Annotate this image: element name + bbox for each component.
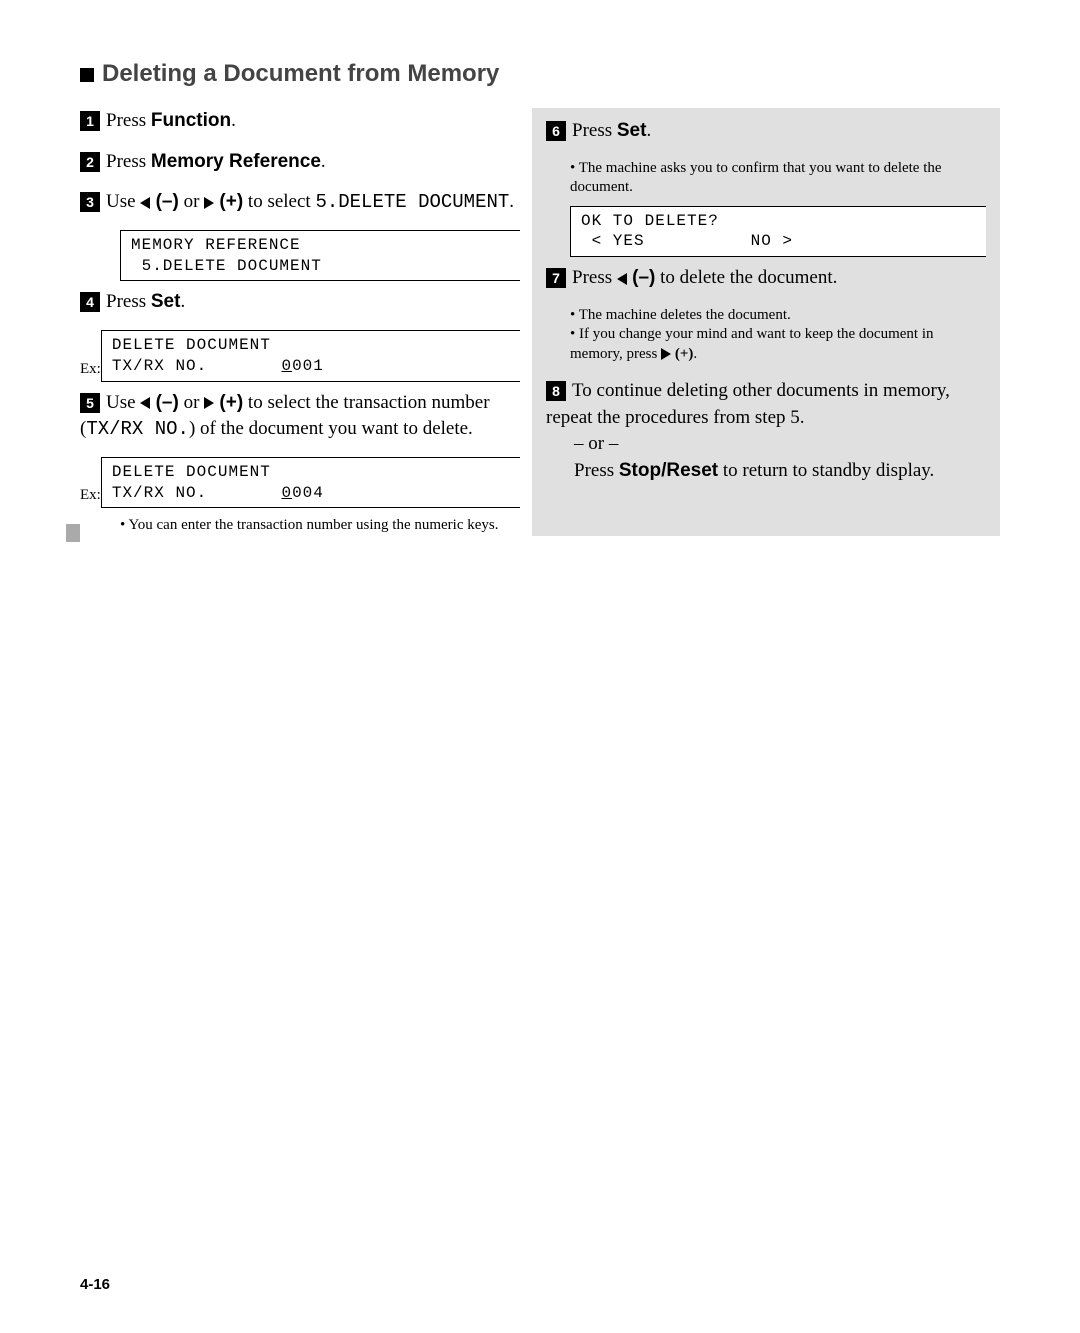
step-number: 2 (80, 152, 100, 172)
section-heading: Deleting a Document from Memory (80, 60, 1000, 88)
step-text-cont: Press Stop/Reset to return to standby di… (574, 458, 986, 485)
step-number: 4 (80, 292, 100, 312)
step-text: Use (–) or (+) to select 5.DELETE DOCUME… (106, 191, 514, 212)
step-text: Press Set. (106, 291, 185, 312)
triangle-left-icon (140, 397, 150, 409)
example-label: Ex: (80, 361, 101, 378)
sub-bullet: • You can enter the transaction number u… (120, 516, 520, 536)
right-column: 6 Press Set. • The machine asks you to co… (532, 108, 1000, 536)
step-number: 3 (80, 192, 100, 212)
step-3: 3 Use (–) or (+) to select 5.DELETE DOCUM… (80, 189, 520, 216)
heading-text: Deleting a Document from Memory (102, 60, 499, 87)
step-number: 8 (546, 381, 566, 401)
gray-tab-icon (66, 524, 80, 542)
step-number: 5 (80, 393, 100, 413)
triangle-right-icon (204, 397, 214, 409)
lcd-display: MEMORY REFERENCE 5.DELETE DOCUMENT (120, 230, 520, 282)
lcd-example-wrap: Ex: DELETE DOCUMENT TX/RX NO. 0001 (80, 330, 520, 382)
page-number: 4-16 (80, 1276, 110, 1293)
lcd-example-wrap: Ex: DELETE DOCUMENT TX/RX NO. 0004 (80, 457, 520, 509)
two-column-layout: 1 Press Function. 2 Press Memory Reference… (80, 108, 1000, 536)
step-text: Press Memory Reference. (106, 151, 326, 172)
lcd-display: OK TO DELETE? < YES NO > (570, 206, 986, 258)
step-text: To continue deleting other documents in … (546, 380, 950, 428)
step-text-or: – or – (574, 431, 986, 458)
triangle-right-icon (661, 348, 671, 360)
left-column: 1 Press Function. 2 Press Memory Reference… (80, 108, 520, 536)
sub-bullet: • The machine deletes the document. (570, 306, 986, 326)
triangle-left-icon (617, 273, 627, 285)
square-bullet-icon (80, 68, 94, 82)
step-text: Use (–) or (+) to select the transaction… (80, 392, 490, 440)
step-5: 5Use (–) or (+) to select the transactio… (80, 390, 520, 443)
lcd-display: DELETE DOCUMENT TX/RX NO. 0004 (101, 457, 520, 509)
step-number: 7 (546, 268, 566, 288)
step-text: Press Set. (572, 120, 651, 141)
step-2: 2 Press Memory Reference. (80, 149, 520, 176)
step-number: 6 (546, 121, 566, 141)
step-number: 1 (80, 111, 100, 131)
step-7: 7 Press (–) to delete the document. (546, 265, 986, 292)
triangle-right-icon (204, 197, 214, 209)
sub-bullet: • If you change your mind and want to ke… (570, 325, 986, 364)
step-6: 6 Press Set. (546, 118, 986, 145)
step-text: Press (–) to delete the document. (572, 267, 837, 288)
step-4: 4 Press Set. (80, 289, 520, 316)
step-text: Press Function. (106, 110, 236, 131)
lcd-display: DELETE DOCUMENT TX/RX NO. 0001 (101, 330, 520, 382)
step-1: 1 Press Function. (80, 108, 520, 135)
step-8: 8To continue deleting other documents in… (546, 378, 986, 484)
triangle-left-icon (140, 197, 150, 209)
example-label: Ex: (80, 487, 101, 504)
sub-bullet: • The machine asks you to confirm that y… (570, 159, 986, 198)
